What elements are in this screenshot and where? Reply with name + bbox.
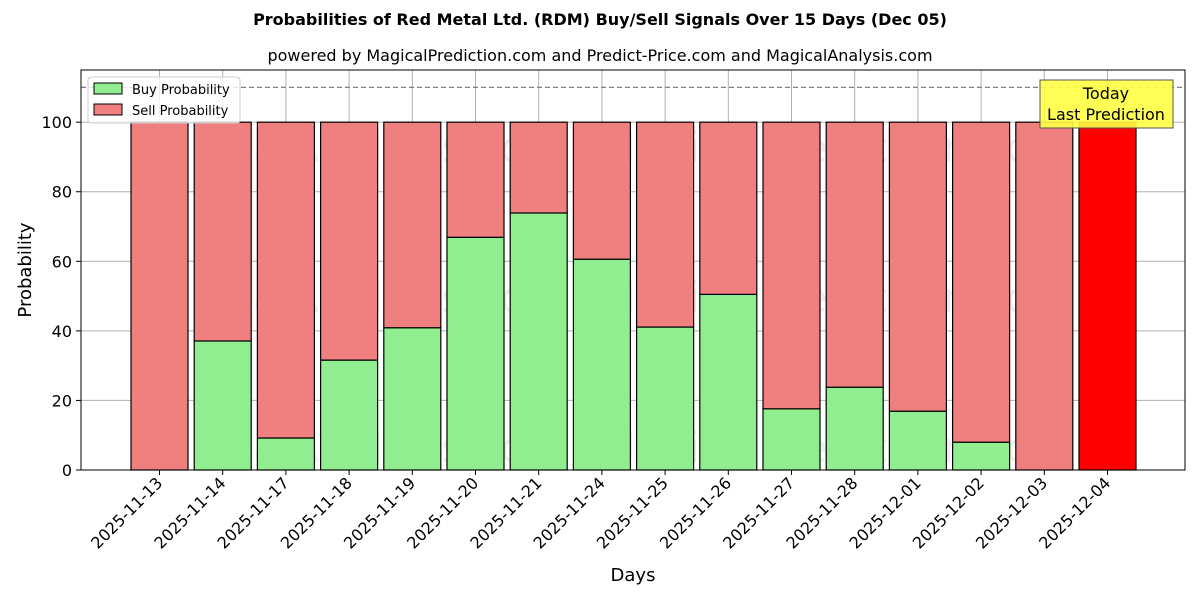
sell-bar (888, 121, 948, 412)
buy-bar (951, 441, 1011, 471)
sell-bar (951, 121, 1011, 443)
sell-bar (1015, 121, 1074, 471)
plot-frame (80, 69, 1186, 471)
y-tick-label: 20 (52, 391, 72, 410)
chart-subtitle: powered by MagicalPrediction.com and Pre… (267, 46, 933, 65)
y-tick-label: 60 (52, 252, 72, 271)
sell-bar (446, 121, 505, 238)
chart-title: Probabilities of Red Metal Ltd. (RDM) Bu… (253, 10, 947, 29)
buy-bar (888, 410, 948, 471)
buy-bar (320, 359, 379, 471)
y-tick-label: 80 (52, 183, 72, 202)
bar-series (130, 121, 1137, 471)
x-axis: 2025-11-132025-11-142025-11-172025-11-18… (87, 470, 1114, 553)
sell-bar (762, 121, 821, 410)
buy-bar (762, 408, 821, 471)
y-tick-label: 100 (41, 113, 72, 132)
today-sell-bar (1078, 121, 1137, 471)
y-axis-label: Probability (15, 222, 36, 317)
x-axis-label: Days (611, 565, 656, 586)
annotation-line2: Last Prediction (1047, 105, 1165, 124)
y-axis: 0 20 40 60 80 100 (41, 113, 81, 480)
legend-buy-swatch (93, 82, 123, 95)
sell-bar (256, 121, 315, 439)
buy-bar (446, 236, 505, 471)
sell-bar (193, 121, 252, 342)
buy-bar (825, 386, 884, 471)
annotation-line1: Today (1082, 84, 1129, 103)
sell-bar (572, 121, 632, 260)
y-tick-label: 0 (62, 461, 72, 480)
sell-bar (509, 121, 568, 214)
y-tick-label: 40 (52, 322, 72, 341)
buy-bar (509, 212, 568, 471)
legend-sell-swatch (93, 103, 123, 116)
sell-bar (825, 121, 884, 388)
sell-bar (699, 121, 758, 295)
sell-bar (635, 121, 695, 328)
sell-bar (383, 121, 442, 329)
buy-bar (572, 258, 632, 471)
buy-bar (383, 327, 442, 471)
sell-bar (320, 121, 379, 361)
buy-bar (635, 326, 695, 471)
buy-bar (699, 293, 758, 471)
buy-bar (193, 340, 252, 471)
legend-sell-label: Sell Probability (132, 104, 229, 119)
buy-bar (256, 437, 315, 471)
sell-bar (130, 121, 189, 471)
legend: Buy Probability Sell Probability (87, 76, 241, 124)
today-annotation: Today Last Prediction (1039, 79, 1174, 129)
legend-buy-label: Buy Probability (132, 83, 230, 98)
